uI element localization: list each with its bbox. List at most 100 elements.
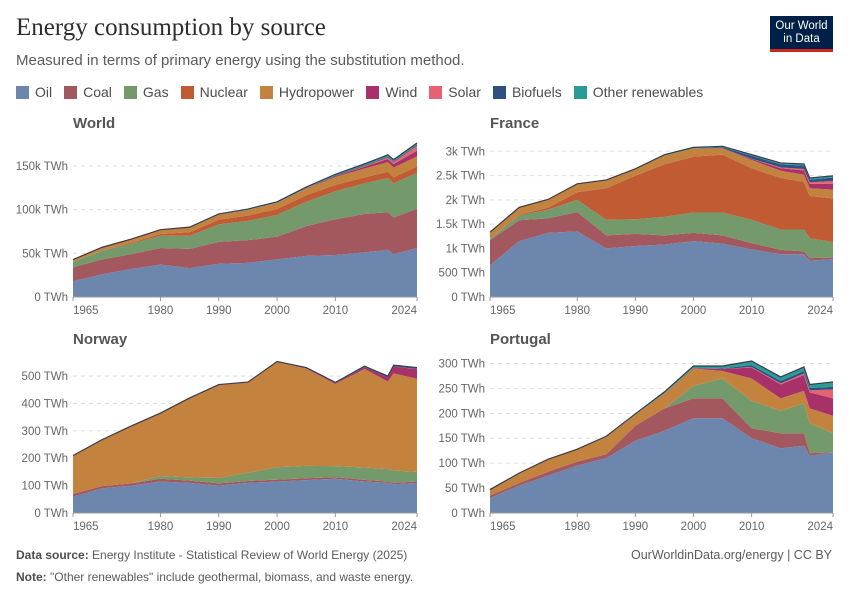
legend-swatch (123, 85, 137, 99)
panel-title: Portugal (490, 331, 551, 348)
source-text[interactable]: Energy Institute - Statistical Review of… (92, 548, 408, 562)
legend-swatch (16, 85, 29, 99)
y-tick-label: 3k TWh (446, 146, 485, 158)
y-tick-label: 500 TWh (22, 371, 68, 383)
legend-swatch (64, 85, 78, 99)
area-nuclear (73, 166, 417, 263)
panel-title: World (73, 115, 115, 132)
source-url-link[interactable]: OurWorldinData.org/energy | CC BY (630, 548, 832, 562)
legend-label: Gas (142, 84, 169, 100)
y-tick-label: 50k TWh (22, 248, 68, 260)
y-tick-label: 100k TWh (16, 205, 68, 217)
legend-item-nuclear[interactable]: Nuclear (180, 84, 248, 100)
legend-swatch (259, 85, 273, 99)
y-tick-label: 200 TWh (439, 408, 485, 420)
area-nuclear (490, 154, 833, 243)
legend-label: Biofuels (511, 84, 562, 100)
legend-swatch (573, 85, 587, 99)
x-tick-label: 2010 (739, 305, 765, 317)
data-source: Data source: Energy Institute - Statisti… (16, 548, 407, 562)
y-tick-label: 0 TWh (451, 508, 485, 520)
x-tick-label: 2000 (681, 305, 707, 317)
x-tick-label: 2000 (681, 521, 707, 533)
y-tick-label: 2k TWh (446, 195, 485, 207)
y-tick-label: 300 TWh (439, 358, 485, 370)
x-tick-label: 1965 (73, 521, 99, 533)
note-text: "Other renewables" include geothermal, b… (50, 570, 414, 584)
x-tick-label: 1990 (206, 521, 232, 533)
y-tick-label: 1.5k TWh (436, 219, 485, 231)
x-tick-label: 1965 (73, 305, 99, 317)
legend-swatch (180, 85, 194, 99)
y-tick-label: 100 TWh (22, 481, 68, 493)
total-outline (72, 142, 418, 261)
legend-item-other-renewables[interactable]: Other renewables (573, 84, 704, 100)
owid-logo[interactable]: Our World in Data (770, 16, 833, 52)
chart-subtitle: Measured in terms of primary energy usin… (16, 52, 465, 69)
y-tick-label: 500 TWh (439, 268, 485, 280)
legend-label: Other renewables (592, 84, 704, 100)
area-wind (490, 367, 833, 490)
legend-item-coal[interactable]: Coal (64, 84, 112, 100)
legend-item-biofuels[interactable]: Biofuels (492, 84, 562, 100)
y-tick-label: 50 TWh (445, 483, 485, 495)
area-oil (490, 231, 833, 297)
area-coal (490, 398, 833, 499)
legend-label: Hydropower (278, 84, 355, 100)
panel-portugal: Portugal 0 TWh 50 TWh 100 TWh 150 TWh 200 TWh… (439, 331, 834, 533)
legend-label: Coal (83, 84, 112, 100)
legend-item-solar[interactable]: Solar (429, 84, 481, 100)
x-tick-label: 2024 (391, 305, 417, 317)
x-tick-label: 2000 (264, 521, 290, 533)
area-coal (73, 208, 417, 282)
y-tick-label: 0 TWh (34, 508, 68, 520)
legend-swatch (366, 85, 380, 99)
y-tick-label: 300 TWh (22, 426, 68, 438)
x-tick-label: 1990 (623, 305, 649, 317)
panel-world: World 0 TWh 50k TWh 100k TWh 150k TWh 1965 198… (16, 115, 418, 317)
legend-item-hydropower[interactable]: Hydropower (259, 84, 355, 100)
area-wind (73, 150, 417, 260)
area-coal (490, 212, 833, 266)
x-tick-label: 1980 (148, 305, 174, 317)
panel-title: France (490, 115, 539, 132)
x-tick-label: 2010 (739, 521, 765, 533)
x-tick-label: 1965 (490, 305, 516, 317)
chart-title: Energy consumption by source (16, 14, 326, 41)
y-tick-label: 2.5k TWh (436, 171, 485, 183)
panel-norway: Norway 0 TWh 100 TWh 200 TWh 300 TWh 400 TWh 5… (22, 331, 418, 533)
area-hydropower (73, 361, 417, 494)
legend-item-gas[interactable]: Gas (123, 84, 169, 100)
x-tick-label: 2000 (264, 305, 290, 317)
legend-item-wind[interactable]: Wind (366, 84, 417, 100)
x-tick-label: 1980 (564, 521, 590, 533)
total-outline (489, 145, 834, 233)
x-tick-label: 2024 (807, 305, 833, 317)
y-tick-label: 250 TWh (439, 383, 485, 395)
x-tick-label: 2024 (807, 521, 833, 533)
panel-france: France 0 TWh 500 TWh 1k TWh 1.5k TWh 2k TWh 2.… (436, 115, 834, 317)
legend-swatch (492, 85, 506, 99)
panel-title: Norway (73, 331, 128, 348)
source-label: Data source: (16, 548, 89, 562)
y-tick-label: 1k TWh (446, 243, 485, 255)
legend-swatch (429, 85, 443, 99)
note: Note: "Other renewables" include geother… (16, 570, 413, 584)
x-tick-label: 2010 (323, 305, 349, 317)
area-gas (490, 378, 833, 496)
y-tick-label: 200 TWh (22, 453, 68, 465)
total-outline (72, 360, 418, 457)
y-tick-label: 0 TWh (34, 292, 68, 304)
area-gas (490, 199, 833, 259)
x-tick-label: 2010 (323, 521, 349, 533)
legend-item-oil[interactable]: Oil (16, 84, 52, 100)
x-tick-label: 1990 (206, 305, 232, 317)
area-hydropower (73, 156, 417, 262)
y-tick-label: 150 TWh (439, 433, 485, 445)
x-tick-label: 2024 (391, 521, 417, 533)
legend-label: Oil (35, 84, 53, 100)
x-tick-label: 1980 (564, 305, 590, 317)
legend-label: Nuclear (199, 84, 248, 100)
x-tick-label: 1990 (623, 521, 649, 533)
